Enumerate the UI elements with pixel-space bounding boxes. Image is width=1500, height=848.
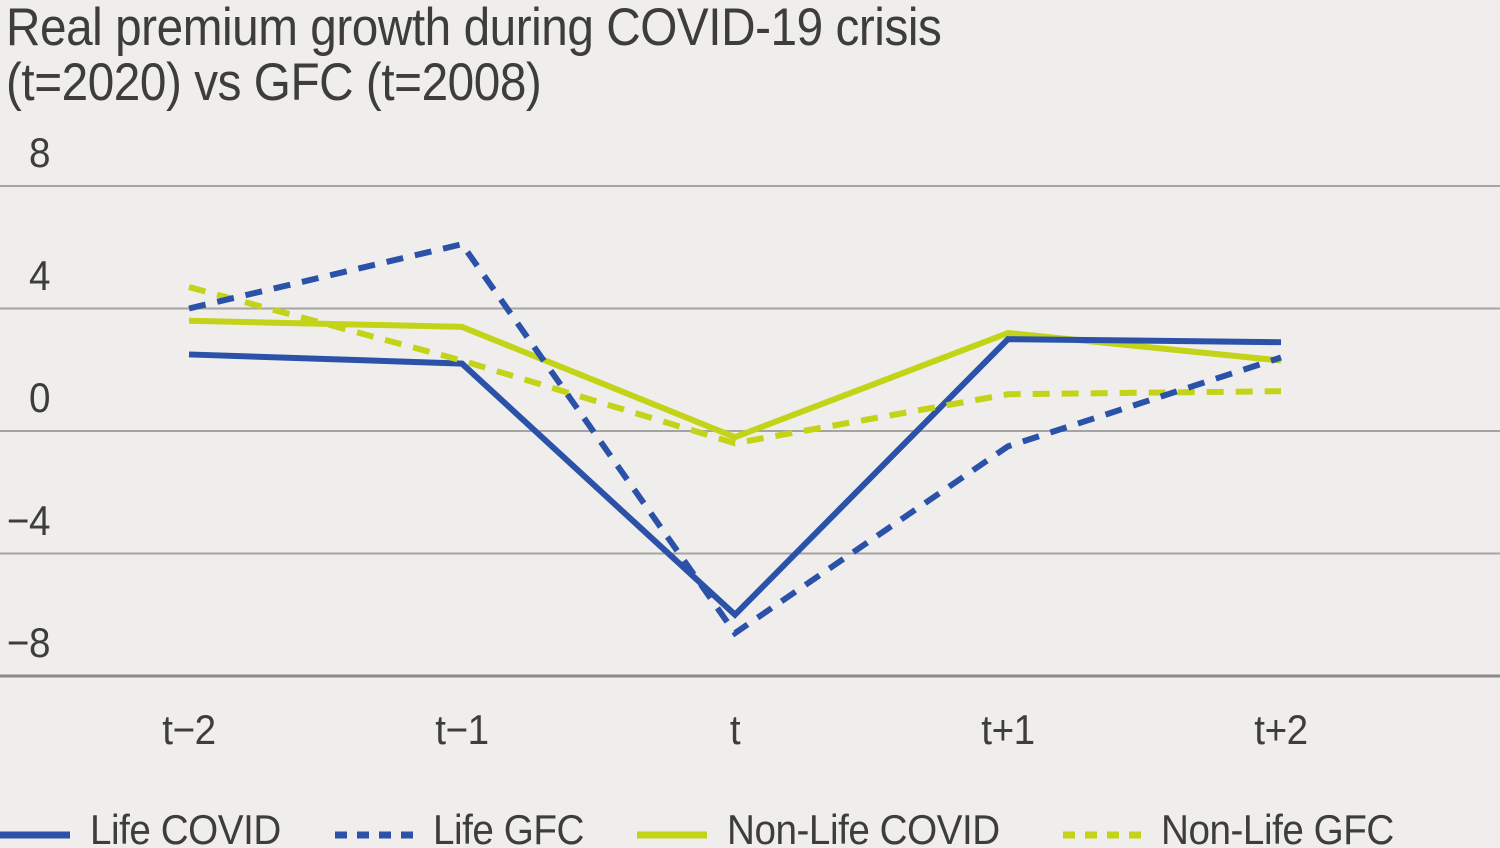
chart-title-line-2: (t=2020) vs GFC (t=2008): [6, 53, 542, 112]
solid-line-swatch-icon: [637, 831, 707, 839]
y-tick-label-0: 0: [28, 374, 50, 421]
y-tick-label--8: −8: [6, 619, 51, 666]
legend-label: Non-Life GFC: [1161, 806, 1394, 848]
y-tick-label-4: 4: [28, 251, 50, 299]
series-line-life-gfc: [188, 240, 1282, 638]
dashed-line-swatch-icon: [1063, 831, 1141, 839]
legend-item-life-covid: Life COVID: [0, 809, 297, 848]
chart-title: Real premium growth during COVID-19 cris…: [6, 0, 942, 112]
series-line-life-covid: [188, 336, 1282, 619]
legend-label: Life GFC: [433, 806, 584, 848]
x-tick-label-3: t: [729, 706, 741, 753]
y-tick-label-8: 8: [28, 129, 50, 176]
x-tick-label-2: t−1: [435, 706, 489, 753]
legend-item-non-life-gfc: Non-Life GFC: [1063, 809, 1414, 848]
legend-item-life-gfc: Life GFC: [335, 809, 597, 848]
x-tick-label-4: t+1: [981, 706, 1035, 753]
x-tick-label-5: t+2: [1254, 706, 1308, 753]
x-tick-label-1: t−2: [162, 706, 216, 753]
legend-item-non-life-covid: Non-Life COVID: [637, 809, 1023, 848]
dashed-line-swatch-icon: [335, 831, 413, 839]
y-tick-label--4: −4: [6, 496, 51, 544]
chart-title-line-1: Real premium growth during COVID-19 cris…: [6, 0, 942, 57]
legend-label: Non-Life COVID: [727, 806, 1000, 848]
legend-label: Life COVID: [90, 806, 281, 848]
series-line-non-life-gfc: [188, 284, 1282, 447]
solid-line-swatch-icon: [0, 831, 70, 839]
